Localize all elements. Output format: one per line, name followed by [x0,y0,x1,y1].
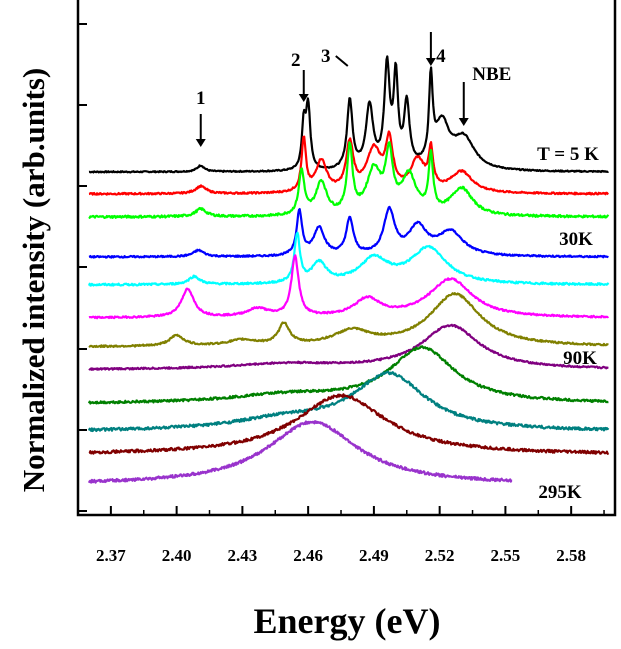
peak-arrow-3 [335,55,349,67]
x-tick-label-6: 2.55 [491,546,521,565]
spectrum-line-12 [87,420,513,484]
x-tick-label-1: 2.40 [162,546,192,565]
temperature-label-0: T = 5 K [537,144,599,165]
x-tick-label-4: 2.49 [359,546,389,565]
x-axis-title: Energy (eV) [254,601,441,641]
spectrum-line-11 [88,393,610,455]
y-axis-title: Normalized intensity (arb.units) [16,68,51,493]
spectrum-line-1 [88,55,609,174]
spectrum-line-3 [88,141,610,219]
temperature-label-2: 90K [563,348,597,369]
spectrum-line-6 [88,254,610,320]
peak-label-2: 2 [291,50,301,71]
x-tick-label-2: 2.43 [228,546,258,565]
axis-ticks: 2.37 2.40 2.43 2.46 2.49 2.52 2.55 2.58 [78,23,605,565]
peak-arrowhead-1 [195,139,206,147]
x-tick-label-7: 2.58 [556,546,586,565]
spectra-curves [87,55,610,484]
spectrum-line-8 [88,323,609,371]
peak-label-1: 1 [196,88,206,109]
peak-arrowhead-2 [298,94,309,102]
spectrum-line-9 [87,345,609,405]
temperature-label-3: 295K [538,482,582,503]
x-tick-label-0: 2.37 [96,546,126,565]
temperature-label-1: 30K [559,229,593,250]
spectrum-line-4 [88,205,609,259]
annotations: 1 2 3 4 NBE T = 5 K 30K 90K 295K [195,32,599,503]
peak-arrowhead-nbe [458,118,469,126]
peak-label-4: 4 [436,46,446,67]
x-tick-label-5: 2.52 [425,546,455,565]
peak-arrowhead-4 [425,58,436,66]
spectrum-line-7 [88,292,609,349]
x-tick-label-3: 2.46 [293,546,323,565]
plot-frame [76,0,617,517]
spectrum-line-2 [88,130,609,196]
peak-label-3: 3 [321,46,331,67]
spectrum-line-5 [87,231,610,287]
peak-label-nbe: NBE [472,64,511,85]
